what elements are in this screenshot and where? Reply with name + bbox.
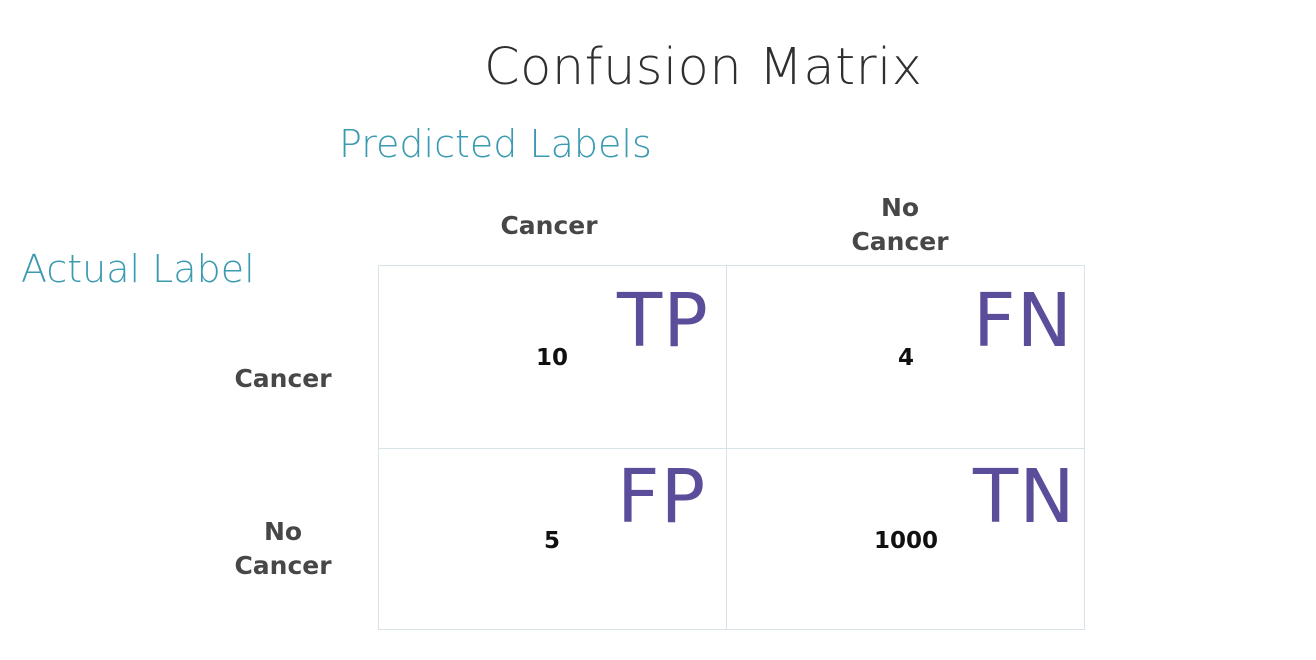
grid-horizontal-divider [379,448,1084,449]
grid-vertical-divider [726,266,727,629]
predicted-labels-heading: Predicted Labels [339,122,652,166]
matrix-grid: 10 TP 4 FN 5 FP 1000 TN [378,265,1085,630]
row-header-line: No [263,517,303,546]
column-header-line: No [880,193,920,222]
cell-fn-label: FN [973,278,1073,364]
cell-tn-value: 1000 [873,528,938,554]
row-header-line: Cancer [234,551,332,580]
cell-fn-value: 4 [897,345,914,371]
column-header-cancer: Cancer [466,209,632,243]
row-header-line: Cancer [234,364,332,393]
column-header-line: Cancer [500,211,598,240]
cell-tn-label: TN [973,454,1076,540]
column-header-no-cancer: No Cancer [810,191,990,259]
cell-fp-label: FP [617,454,707,540]
actual-label-heading: Actual Label [21,247,255,291]
row-header-cancer: Cancer [200,362,366,396]
page-title: Confusion Matrix [484,38,923,97]
column-header-line: Cancer [851,227,949,256]
cell-fp-value: 5 [543,528,560,554]
cell-tp-label: TP [617,278,709,364]
cell-tp-value: 10 [535,345,568,371]
row-header-no-cancer: No Cancer [200,515,366,583]
